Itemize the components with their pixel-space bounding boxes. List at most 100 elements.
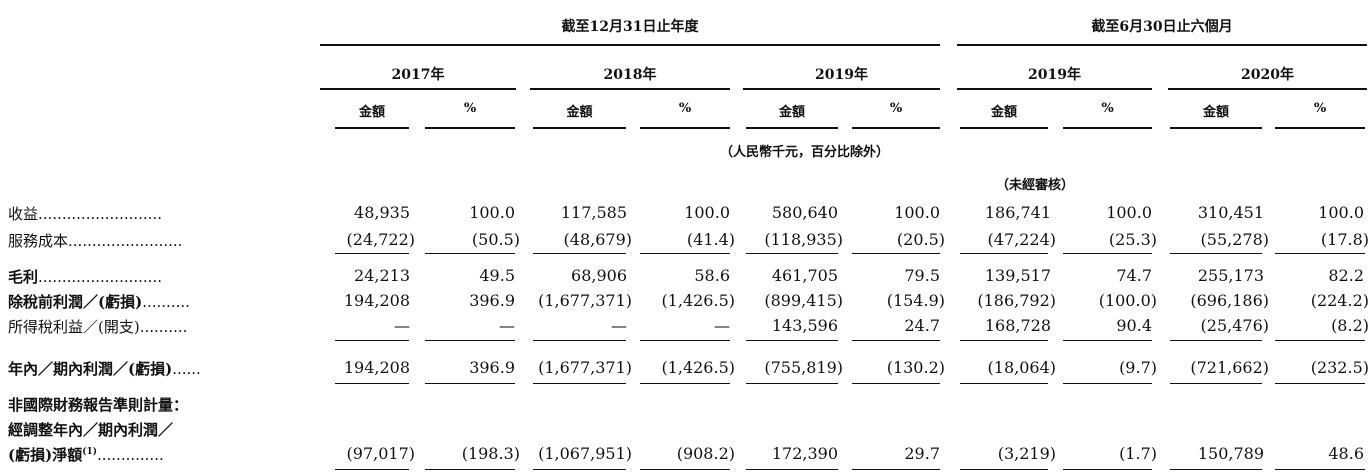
cell-cost-2019-percent: (20.5) (896, 230, 945, 249)
row-label-text: 年內／期內利潤／(虧損) (8, 360, 173, 378)
non-ifrs-label-line3: (虧損)淨額(1).............. (8, 444, 308, 465)
subtotal-divider (1063, 253, 1152, 254)
leader-dots: .......................... (38, 268, 162, 286)
row-label-income-tax: 所得稅利益／(開支).......... (8, 316, 308, 337)
cell-gross-2019h-amount: 139,517 (984, 266, 1051, 285)
subtotal-divider (1275, 340, 1365, 341)
cell-tax-2018-percent: — (714, 316, 730, 335)
cell-adjusted-2020h-amount: 150,789 (1197, 444, 1264, 463)
cell-revenue-2019-percent: 100.0 (894, 203, 940, 222)
col-percent-2017: % (463, 101, 477, 116)
cell-cost-2020h-percent: (17.8) (1320, 230, 1369, 249)
subheader-divider (746, 127, 838, 129)
col-amount-2019-full: 金額 (778, 105, 805, 120)
subheader-divider (852, 127, 940, 129)
cell-profit-2018-amount: (1,677,371) (538, 358, 632, 377)
subtotal-divider (746, 340, 838, 341)
cell-adjusted-2018-percent: (908.2) (676, 444, 735, 463)
subheader-divider (960, 127, 1048, 129)
year-divider-2019-half (957, 88, 1152, 90)
bottom-divider (746, 469, 838, 470)
currency-note: （人民幣千元，百分比除外） (720, 145, 890, 160)
period-divider-six-months (957, 44, 1367, 46)
col-percent-2018: % (678, 101, 692, 116)
bottom-divider (1170, 469, 1262, 470)
row-label-revenue: 收益.......................... (8, 203, 308, 224)
row-label-text: 所得稅利益／(開支) (8, 318, 140, 336)
bottom-divider (1275, 469, 1365, 470)
cell-cost-2020h-amount: (55,278) (1200, 230, 1269, 249)
subtotal-divider (746, 253, 838, 254)
total-divider (1170, 383, 1262, 384)
subtotal-divider (1170, 253, 1262, 254)
cell-gross-2019-percent: 79.5 (904, 266, 940, 285)
subtotal-divider (960, 253, 1048, 254)
subheader-divider (640, 127, 730, 129)
bottom-divider (852, 469, 940, 470)
total-divider (852, 383, 940, 384)
subtotal-divider (1275, 253, 1365, 254)
col-percent-2019-full: % (889, 101, 903, 116)
col-amount-2017: 金額 (358, 105, 385, 120)
bottom-divider (335, 469, 409, 470)
subheader-divider (533, 127, 626, 129)
cell-tax-2017-percent: — (499, 316, 515, 335)
cell-tax-2020h-percent: (8.2) (1331, 316, 1369, 335)
cell-pbt-2019h-amount: (186,792) (977, 291, 1056, 310)
cell-pbt-2019-percent: (154.9) (886, 291, 945, 310)
cell-tax-2019-percent: 24.7 (904, 316, 940, 335)
cell-tax-2017-amount: — (394, 316, 410, 335)
subtotal-divider (852, 253, 940, 254)
subtotal-divider (335, 253, 409, 254)
cell-profit-2019-amount: (755,819) (764, 358, 843, 377)
total-divider (533, 383, 626, 384)
cell-cost-2019h-amount: (47,224) (987, 230, 1056, 249)
period-header-six-months: 截至6月30日止六個月 (1091, 19, 1233, 35)
cell-cost-2018-percent: (41.4) (686, 230, 735, 249)
total-divider (960, 383, 1048, 384)
row-label-text: 收益 (8, 205, 39, 223)
cell-revenue-2019-amount: 580,640 (771, 203, 838, 222)
cell-profit-2019h-amount: (18,064) (987, 358, 1056, 377)
subtotal-divider (640, 340, 730, 341)
total-divider (640, 383, 730, 384)
cell-tax-2020h-amount: (25,476) (1200, 316, 1269, 335)
cell-revenue-2017-amount: 48,935 (354, 203, 410, 222)
cell-cost-2019-amount: (118,935) (764, 230, 843, 249)
cell-profit-2018-percent: (1,426.5) (661, 358, 735, 377)
total-divider (425, 383, 515, 384)
subtotal-divider (1063, 340, 1152, 341)
row-label-text: 毛利 (8, 268, 39, 286)
cell-gross-2017-amount: 24,213 (354, 266, 410, 285)
subtotal-divider (852, 340, 940, 341)
bottom-divider (960, 469, 1048, 470)
subheader-divider (1170, 127, 1262, 129)
bottom-divider (640, 469, 730, 470)
subheader-divider (425, 127, 515, 129)
cell-tax-2019h-amount: 168,728 (984, 316, 1051, 335)
non-ifrs-label-line2: 經調整年內／期內利潤／ (8, 421, 174, 439)
cell-profit-2020h-amount: (721,662) (1190, 358, 1269, 377)
bottom-divider (1063, 469, 1152, 470)
cell-revenue-2019h-amount: 186,741 (984, 203, 1051, 222)
row-label-text: 服務成本 (8, 232, 69, 250)
cell-cost-2019h-percent: (25.3) (1108, 230, 1157, 249)
cell-adjusted-2019-percent: 29.7 (904, 444, 940, 463)
subtotal-divider (533, 340, 626, 341)
year-header-2020-half: 2020年 (1241, 67, 1294, 83)
total-divider (1063, 383, 1152, 384)
total-divider (1275, 383, 1365, 384)
cell-gross-2018-percent: 58.6 (694, 266, 730, 285)
row-label-profit-for-period: 年內／期內利潤／(虧損)...... (8, 358, 308, 379)
subtotal-divider (425, 340, 515, 341)
cell-pbt-2018-amount: (1,677,371) (538, 291, 632, 310)
footnote-marker: (1) (82, 447, 97, 457)
cell-gross-2019h-percent: 74.7 (1116, 266, 1152, 285)
row-label-cost-of-services: 服務成本........................ (8, 230, 308, 251)
cell-profit-2017-amount: 194,208 (343, 358, 410, 377)
year-header-2018: 2018年 (603, 67, 657, 83)
bottom-divider (425, 469, 515, 470)
cell-pbt-2017-percent: 396.9 (469, 291, 515, 310)
cell-gross-2020h-amount: 255,173 (1197, 266, 1264, 285)
year-divider-2018 (530, 88, 730, 90)
